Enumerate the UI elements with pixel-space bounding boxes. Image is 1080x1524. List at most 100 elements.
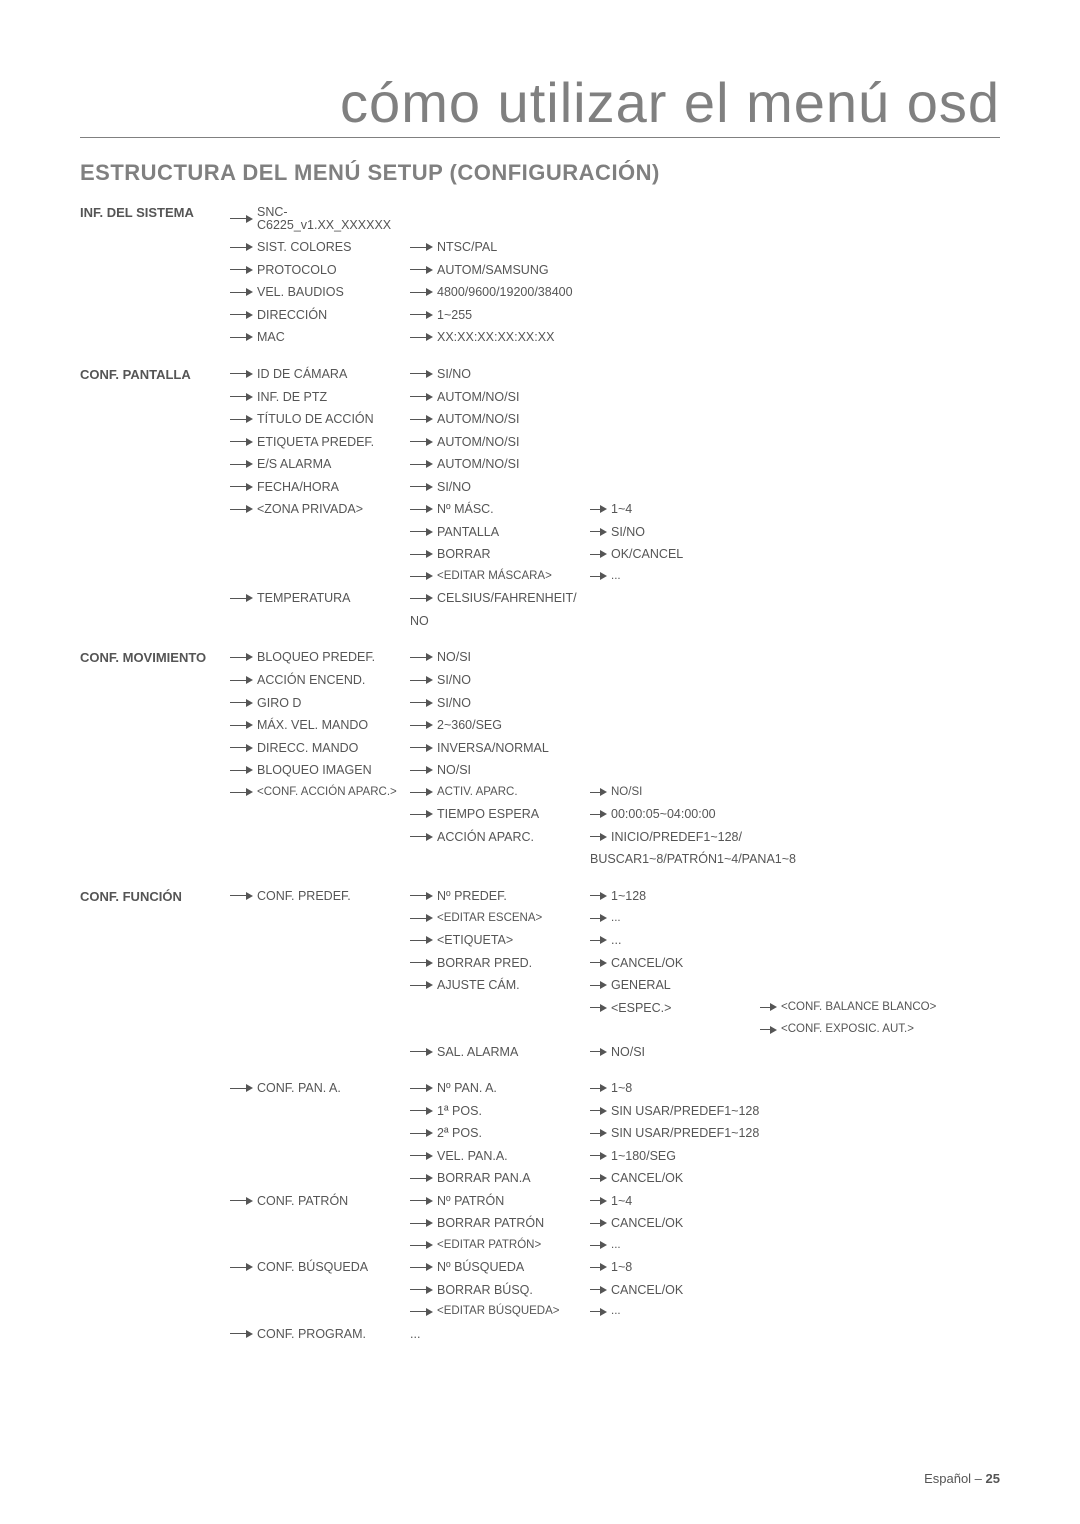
arrow-icon (590, 788, 607, 796)
level2-item: BORRAR PATRÓN (410, 1217, 590, 1230)
tree-row: MACXX:XX:XX:XX:XX:XX (80, 331, 1000, 344)
tree-row: BORRAR PAN.ACANCEL/OK (80, 1172, 1000, 1185)
level3-label: SIN USAR/PREDEF1~128 (611, 1105, 759, 1118)
level3-item: ... (590, 1240, 760, 1252)
arrow-icon (590, 1308, 607, 1316)
level3-item: CANCEL/OK (590, 1172, 760, 1185)
arrow-icon (410, 833, 433, 841)
level2-item: AUTOM/NO/SI (410, 458, 590, 471)
level3-label: <ESPEC.> (611, 1002, 671, 1015)
level1-item: VEL. BAUDIOS (230, 286, 410, 299)
tree-row: BORRAR PATRÓNCANCEL/OK (80, 1217, 1000, 1230)
tree-row: <ZONA PRIVADA>Nº MÁSC.1~4 (80, 503, 1000, 516)
arrow-icon (410, 1174, 433, 1182)
level2-item: 4800/9600/19200/38400 (410, 286, 590, 299)
level2-item: XX:XX:XX:XX:XX:XX (410, 331, 590, 344)
arrow-icon (230, 266, 253, 274)
arrow-icon (230, 1197, 253, 1205)
level2-item: NO (410, 615, 590, 628)
level2-item: AUTOM/NO/SI (410, 391, 590, 404)
tree-row: VEL. BAUDIOS4800/9600/19200/38400 (80, 286, 1000, 299)
arrow-icon (410, 572, 433, 580)
level1-label: GIRO D (257, 697, 301, 710)
tree-row: 1ª POS.SIN USAR/PREDEF1~128 (80, 1105, 1000, 1118)
level1-label: <CONF. ACCIÓN APARC.> (257, 787, 397, 799)
level3-item: 1~180/SEG (590, 1150, 760, 1163)
level3-label: SIN USAR/PREDEF1~128 (611, 1127, 759, 1140)
category-label: CONF. FUNCIÓN (80, 890, 230, 903)
level3-label: NO/SI (611, 1046, 645, 1059)
tree-row: TEMPERATURA CELSIUS/FAHRENHEIT/ (80, 592, 1000, 605)
level3-item: ... (590, 934, 760, 947)
level1-label: CONF. PROGRAM. (257, 1328, 366, 1341)
tree-row: VEL. PAN.A.1~180/SEG (80, 1150, 1000, 1163)
arrow-icon (590, 1263, 607, 1271)
level3-item: OK/CANCEL (590, 548, 760, 561)
level2-label: NTSC/PAL (437, 241, 497, 254)
level3-label: 1~4 (611, 503, 632, 516)
arrow-icon (230, 721, 253, 729)
level1-item: INF. DE PTZ (230, 391, 410, 404)
level2-label: ACTIV. APARC. (437, 787, 518, 799)
level1-label: SIST. COLORES (257, 241, 351, 254)
level1-label: TÍTULO DE ACCIÓN (257, 413, 374, 426)
arrow-icon (410, 460, 433, 468)
arrow-icon (410, 1263, 433, 1271)
arrow-icon (410, 370, 433, 378)
level1-item: CONF. PROGRAM. (230, 1328, 410, 1341)
tree-row: BUSCAR1~8/PATRÓN1~4/PANA1~8 (80, 853, 1000, 866)
level3-label: NO/SI (611, 787, 642, 799)
level4-label: <CONF. EXPOSIC. AUT.> (781, 1024, 914, 1036)
level2-label: CELSIUS/FAHRENHEIT/ (437, 592, 577, 605)
level2-item: BORRAR BÚSQ. (410, 1284, 590, 1297)
level2-label: PANTALLA (437, 526, 499, 539)
level1-label: PROTOCOLO (257, 264, 337, 277)
level2-label: <EDITAR PATRÓN> (437, 1240, 541, 1252)
level2-label: AUTOM/NO/SI (437, 391, 519, 404)
level2-label: ACCIÓN APARC. (437, 831, 534, 844)
level3-label: OK/CANCEL (611, 548, 683, 561)
arrow-icon (410, 1152, 433, 1160)
arrow-icon (230, 393, 253, 401)
tree-row: DIRECCIÓN1~255 (80, 309, 1000, 322)
tree-row: FECHA/HORASI/NO (80, 481, 1000, 494)
tree-row: <EDITAR BÚSQUEDA>... (80, 1306, 1000, 1318)
level1-label: TEMPERATURA (257, 592, 351, 605)
level4-label: <CONF. BALANCE BLANCO> (781, 1002, 936, 1014)
level1-item: TÍTULO DE ACCIÓN (230, 413, 410, 426)
arrow-icon (410, 288, 433, 296)
level1-item: ID DE CÁMARA (230, 368, 410, 381)
tree-row: CONF. PROGRAM.... (80, 1328, 1000, 1341)
level3-label: 1~8 (611, 1261, 632, 1274)
arrow-icon (410, 788, 433, 796)
level1-item: MÁX. VEL. MANDO (230, 719, 410, 732)
level2-item: <ETIQUETA> (410, 934, 590, 947)
level2-item: AJUSTE CÁM. (410, 979, 590, 992)
arrow-icon (410, 505, 433, 513)
level2-item: Nº PAN. A. (410, 1082, 590, 1095)
level4-item: <CONF. EXPOSIC. AUT.> (760, 1024, 1000, 1036)
level2-label: <EDITAR MÁSCARA> (437, 571, 552, 583)
level2-label: Nº PATRÓN (437, 1195, 504, 1208)
arrow-icon (410, 266, 433, 274)
tree-row: <ETIQUETA>... (80, 934, 1000, 947)
level2-label: AJUSTE CÁM. (437, 979, 520, 992)
level1-label: ID DE CÁMARA (257, 368, 347, 381)
level2-item: AUTOM/NO/SI (410, 413, 590, 426)
level3-label: ... (611, 1240, 621, 1252)
tree-row: CONF. PANTALLAID DE CÁMARASI/NO (80, 368, 1000, 381)
arrow-icon (410, 981, 433, 989)
arrow-icon (410, 653, 433, 661)
arrow-icon (760, 1003, 777, 1011)
level2-item: VEL. PAN.A. (410, 1150, 590, 1163)
level1-label: <ZONA PRIVADA> (257, 503, 363, 516)
arrow-icon (410, 959, 433, 967)
arrow-icon (230, 483, 253, 491)
arrow-icon (410, 1286, 433, 1294)
tree-row: DIRECC. MANDOINVERSA/NORMAL (80, 742, 1000, 755)
level3-item: NO/SI (590, 1046, 760, 1059)
category-label: INF. DEL SISTEMA (80, 206, 230, 219)
tree-row: NO (80, 615, 1000, 628)
level1-label: E/S ALARMA (257, 458, 331, 471)
level3-item: ... (590, 571, 760, 583)
